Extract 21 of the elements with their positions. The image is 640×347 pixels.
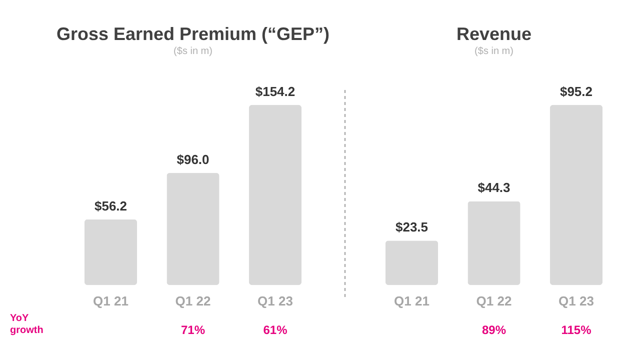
text: YoY growth xyxy=(10,313,44,336)
x-tick-label: Q1 21 xyxy=(394,294,430,308)
text: 71% xyxy=(180,323,206,337)
chart-subtitle: ($s in m) xyxy=(474,46,514,57)
text: 89% xyxy=(482,323,506,337)
data-label: $95.2 xyxy=(560,84,593,99)
text: 115% xyxy=(561,323,592,337)
data-label: $96.0 xyxy=(176,152,210,167)
text: 61% xyxy=(263,323,288,337)
data-label: $56.2 xyxy=(94,198,128,214)
data-label: $23.5 xyxy=(395,220,428,235)
data-label: $44.3 xyxy=(478,180,510,196)
x-tick-label: Q1 22 xyxy=(476,294,512,308)
x-tick-label: Q1 23 xyxy=(558,294,594,308)
x-tick-label: Q1 21 xyxy=(93,294,128,308)
x-tick-label: Q1 22 xyxy=(175,294,211,308)
x-tick-label: Q1 23 xyxy=(258,294,293,308)
chart-subtitle: ($s in m) xyxy=(174,46,212,57)
chart-title: Gross Earned Premium (“GEP”) xyxy=(56,24,330,44)
data-label: $154.2 xyxy=(255,84,296,99)
chart-title: Revenue xyxy=(456,24,532,44)
